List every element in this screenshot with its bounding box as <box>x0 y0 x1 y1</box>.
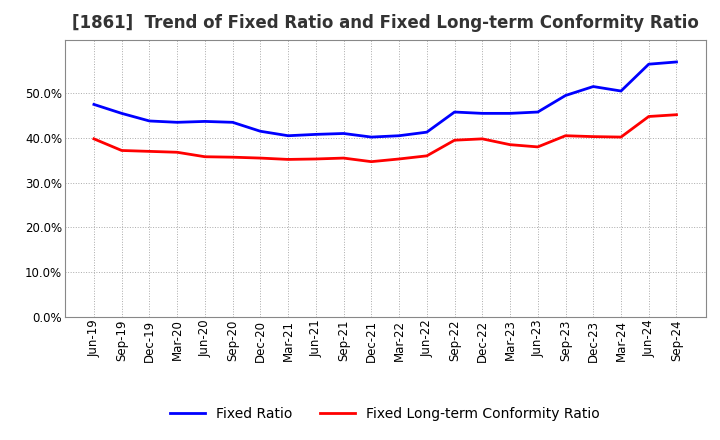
Fixed Long-term Conformity Ratio <box>201 154 210 159</box>
Fixed Long-term Conformity Ratio <box>339 155 348 161</box>
Fixed Ratio <box>284 133 292 138</box>
Fixed Ratio <box>672 59 681 65</box>
Fixed Long-term Conformity Ratio <box>145 149 154 154</box>
Fixed Long-term Conformity Ratio <box>450 138 459 143</box>
Fixed Ratio <box>423 129 431 135</box>
Fixed Ratio <box>228 120 237 125</box>
Fixed Long-term Conformity Ratio <box>284 157 292 162</box>
Fixed Ratio <box>616 88 625 94</box>
Fixed Ratio <box>89 102 98 107</box>
Title: [1861]  Trend of Fixed Ratio and Fixed Long-term Conformity Ratio: [1861] Trend of Fixed Ratio and Fixed Lo… <box>72 15 698 33</box>
Fixed Ratio <box>312 132 320 137</box>
Legend: Fixed Ratio, Fixed Long-term Conformity Ratio: Fixed Ratio, Fixed Long-term Conformity … <box>165 401 606 426</box>
Fixed Ratio <box>339 131 348 136</box>
Fixed Ratio <box>644 62 653 67</box>
Fixed Long-term Conformity Ratio <box>423 153 431 158</box>
Line: Fixed Ratio: Fixed Ratio <box>94 62 677 137</box>
Fixed Ratio <box>201 119 210 124</box>
Fixed Long-term Conformity Ratio <box>312 156 320 161</box>
Fixed Long-term Conformity Ratio <box>89 136 98 142</box>
Fixed Long-term Conformity Ratio <box>534 144 542 150</box>
Fixed Ratio <box>478 111 487 116</box>
Fixed Ratio <box>589 84 598 89</box>
Fixed Long-term Conformity Ratio <box>228 154 237 160</box>
Fixed Ratio <box>505 111 514 116</box>
Fixed Long-term Conformity Ratio <box>395 156 403 161</box>
Fixed Long-term Conformity Ratio <box>256 155 265 161</box>
Fixed Long-term Conformity Ratio <box>478 136 487 142</box>
Fixed Long-term Conformity Ratio <box>644 114 653 119</box>
Fixed Long-term Conformity Ratio <box>173 150 181 155</box>
Fixed Long-term Conformity Ratio <box>117 148 126 153</box>
Fixed Ratio <box>145 118 154 124</box>
Line: Fixed Long-term Conformity Ratio: Fixed Long-term Conformity Ratio <box>94 115 677 161</box>
Fixed Ratio <box>367 135 376 140</box>
Fixed Ratio <box>534 110 542 115</box>
Fixed Ratio <box>117 111 126 116</box>
Fixed Ratio <box>561 93 570 98</box>
Fixed Long-term Conformity Ratio <box>589 134 598 139</box>
Fixed Ratio <box>256 128 265 134</box>
Fixed Ratio <box>173 120 181 125</box>
Fixed Long-term Conformity Ratio <box>505 142 514 147</box>
Fixed Long-term Conformity Ratio <box>672 112 681 117</box>
Fixed Ratio <box>395 133 403 138</box>
Fixed Long-term Conformity Ratio <box>561 133 570 138</box>
Fixed Long-term Conformity Ratio <box>367 159 376 164</box>
Fixed Ratio <box>450 110 459 115</box>
Fixed Long-term Conformity Ratio <box>616 135 625 140</box>
